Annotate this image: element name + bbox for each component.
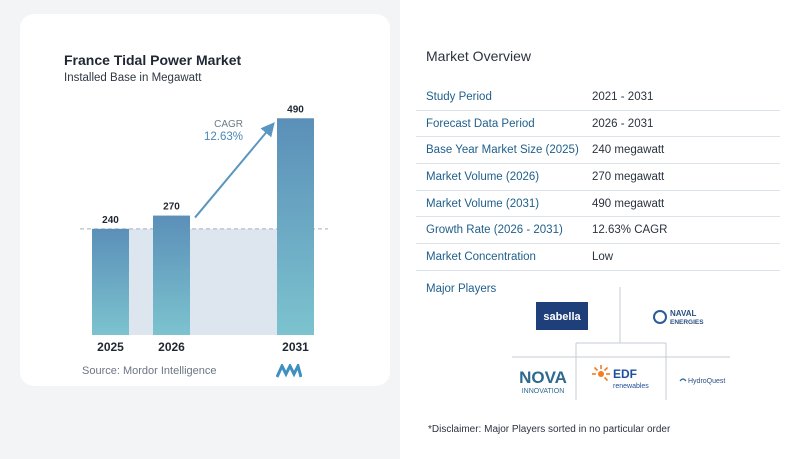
naval-logo-text: NAVAL [670,309,696,318]
overview-row-key: Study Period [426,90,492,103]
cagr-label: CAGR [214,119,243,130]
x-tick-2025: 2025 [97,340,124,354]
x-tick-2031: 2031 [282,340,309,354]
overview-row: Base Year Market Size (2025) 240 megawatt [416,137,780,165]
chart-title: France Tidal Power Market [64,52,242,68]
edf-renewables-logo: EDF renewables [592,365,649,390]
edf-logo-sub: renewables [613,383,649,390]
sabella-logo-text: sabella [543,311,581,323]
bar-2031 [277,118,314,336]
overview-row: Market Volume (2031) 490 megawatt [416,191,780,218]
cagr-value: 12.63% [204,131,243,143]
overview-row: Market Volume (2026) 270 megawatt [416,164,780,191]
data-label-2026: 270 [163,202,180,213]
overview-row-key: Growth Rate (2026 - 2031) [426,224,563,237]
naval-energies-logo: NAVAL ENERGIES [653,309,704,326]
overview-row-key: Market Volume (2031) [426,197,540,210]
cagr-arrow [194,122,275,219]
overview-row-key: Market Concentration [426,250,536,263]
disclaimer: *Disclaimer: Major Players sorted in no … [428,424,671,435]
overview-row: Study Period 2021 - 2031 [416,84,780,111]
overview-row-key: Forecast Data Period [426,117,535,130]
hydroquest-logo: HydroQuest [679,378,725,385]
overview-row-value: Low [592,250,614,263]
overview-row: Forecast Data Period 2026 - 2031 [416,111,780,138]
overview-row: Growth Rate (2026 - 2031) 12.63% CAGR [416,217,780,245]
overview-row-value: 240 megawatt [592,144,665,157]
overview-panel [400,0,800,459]
overview-row-key: Market Volume (2026) [426,170,540,183]
overview-row-value: 490 megawatt [592,197,665,210]
naval-logo-sub: ENERGIES [670,319,704,326]
nova-logo-text: NOVA [519,368,567,387]
overview-row-value: 12.63% CAGR [592,224,668,237]
nova-logo-sub: INNOVATION [522,388,565,395]
data-label-2031: 490 [287,104,304,115]
x-tick-2026: 2026 [158,340,185,354]
edf-sun-icon [592,365,610,382]
overview-row-value: 2026 - 2031 [592,117,654,130]
overview-title: Market Overview [426,48,532,64]
overview-row: Market Concentration Low [416,244,780,271]
bar-2025 [92,228,129,335]
bar-2026 [153,215,190,335]
sabella-logo: sabella [536,302,588,330]
overview-table: Study Period 2021 - 2031 Forecast Data Per… [416,84,780,271]
edf-logo-text: EDF [613,367,637,381]
players-title: Major Players [426,283,497,295]
overview-row-value: 2021 - 2031 [592,90,654,103]
chart-subtitle: Installed Base in Megawatt [64,72,202,84]
hydroquest-logo-text: HydroQuest [688,378,725,385]
data-label-2025: 240 [102,215,119,226]
nova-innovation-logo: NOVA INNOVATION [519,368,567,395]
mordor-logo-icon [276,364,302,378]
overview-row-key: Base Year Market Size (2025) [426,144,579,157]
source-text: Source: Mordor Intelligence [82,365,217,377]
overview-row-value: 270 megawatt [592,170,665,183]
